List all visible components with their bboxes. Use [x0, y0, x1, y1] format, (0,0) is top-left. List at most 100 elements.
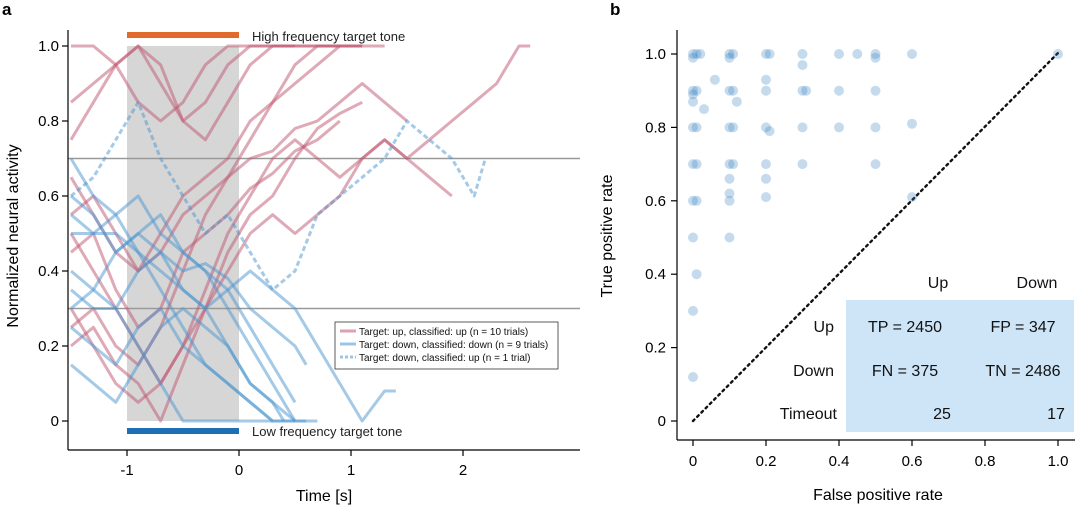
x-tick-label-b-0: 0	[689, 453, 697, 470]
scatter-point-55	[688, 232, 698, 243]
scatter-point-37	[834, 122, 844, 133]
y-tick-label-a-4: 0.8	[38, 113, 59, 130]
scatter-point-38	[870, 122, 881, 133]
y-tick-label-a-0: 0	[51, 413, 59, 430]
y-tick-label-b-5: 1.0	[645, 46, 666, 63]
scatter-point-1	[691, 49, 702, 59]
scatter-point-44	[761, 159, 771, 170]
scatter-point-43	[728, 159, 739, 170]
y-axis-label-a: Normalized neural activity	[5, 144, 22, 327]
scatter-point-45	[797, 159, 808, 170]
scatter-point-8	[764, 49, 775, 59]
confusion-matrix: Up Down Up TP = 2450 FP = 347 Down FN = …	[780, 275, 1065, 423]
scatter-point-25	[870, 85, 881, 96]
panel-a-label: a	[2, 0, 12, 19]
cm-cell-fp: FP = 347	[990, 319, 1055, 336]
scatter-points	[688, 49, 1063, 382]
diagonal-line	[691, 51, 1060, 423]
scatter-point-22	[797, 85, 808, 96]
scatter-point-56	[724, 232, 735, 243]
scatter-point-46	[870, 159, 881, 170]
y-axis-label-b: True positive rate	[599, 174, 616, 297]
cm-row-label-up: Up	[814, 319, 835, 336]
scatter-point-4	[724, 49, 735, 59]
scatter-point-49	[688, 195, 698, 206]
x-tick-label-b-3: 0.6	[902, 453, 923, 470]
trace-down-4	[70, 307, 295, 423]
trace-up-4	[70, 44, 363, 367]
trace-down-8	[70, 269, 273, 423]
legend-label-up: Target: up, classified: up (n = 10 trial…	[359, 327, 528, 338]
trace-down-up-1	[70, 100, 487, 292]
scatter-point-13	[870, 52, 881, 63]
x-ticks-a: -1 0 1 2	[120, 450, 467, 479]
scatter-point-27	[731, 96, 742, 107]
cm-row-label-down: Down	[793, 363, 834, 380]
scatter-point-30	[688, 122, 698, 133]
panel-a: a High frequency target tone Low frequen…	[2, 0, 580, 505]
panel-b-label: b	[610, 0, 620, 19]
cm-cell-tn: TN = 2486	[985, 363, 1060, 380]
y-tick-label-a-1: 0.2	[38, 338, 59, 355]
scatter-point-52	[724, 188, 735, 199]
trace-down-7	[70, 307, 286, 422]
scatter-point-15	[1053, 49, 1063, 59]
y-tick-label-b-3: 0.6	[645, 193, 666, 210]
cm-cell-fn: FN = 375	[872, 363, 938, 380]
scatter-point-57	[691, 269, 702, 280]
y-tick-label-b-2: 0.4	[645, 266, 666, 283]
y-tick-label-b-1: 0.2	[645, 340, 666, 357]
cm-cell-timeout-up: 25	[933, 406, 951, 423]
scatter-point-5	[728, 49, 739, 59]
scatter-point-32	[724, 122, 735, 133]
cm-cell-tp: TP = 2450	[868, 319, 942, 336]
cm-row-label-timeout: Timeout	[780, 406, 838, 423]
scatter-point-24	[834, 85, 844, 96]
scatter-point-31	[691, 122, 702, 133]
trace-down-9	[70, 194, 297, 404]
y-tick-label-a-2: 0.4	[38, 263, 59, 280]
x-tick-label-b-2: 0.4	[829, 453, 850, 470]
scatter-point-28	[761, 74, 771, 85]
cm-col-header-down: Down	[1017, 275, 1058, 292]
scatter-point-48	[761, 173, 771, 184]
legend-a: Target: up, classified: up (n = 10 trial…	[334, 321, 559, 370]
y-ticks-a: 0 0.2 0.4 0.6 0.8 1.0	[38, 38, 68, 430]
confusion-matrix-background	[846, 300, 1074, 432]
scatter-point-51	[724, 195, 735, 206]
x-ticks-b: 0 0.2 0.4 0.6 0.8 1.0	[689, 440, 1069, 470]
x-tick-label-b-1: 0.2	[756, 453, 777, 470]
trace-up-7	[70, 44, 295, 142]
scatter-point-18	[688, 89, 698, 100]
y-tick-label-b-4: 0.8	[645, 119, 666, 136]
scatter-point-50	[691, 195, 702, 206]
trace-up-5	[69, 138, 453, 404]
x-tick-label-a-3: 2	[459, 462, 467, 479]
trace-up-6	[70, 82, 408, 273]
legend-label-down: Target: down, classified: down (n = 9 tr…	[359, 340, 548, 351]
scatter-point-12	[870, 49, 881, 59]
scatter-point-21	[761, 85, 771, 96]
panel-b: b 0 0.2 0.4 0.6 0.8 1.0 0 0.2 0.4 0.6 0.8 1.0 Fals…	[599, 0, 1075, 504]
scatter-point-3	[695, 49, 706, 59]
scatter-point-36	[797, 122, 808, 133]
trace-down-3	[70, 250, 396, 423]
scatter-point-61	[699, 104, 709, 115]
scatter-point-42	[724, 159, 735, 170]
legend-label-down-dashed: Target: down, classified: up (n = 1 tria…	[359, 353, 530, 364]
x-tick-label-a-2: 1	[347, 462, 355, 479]
y-tick-label-a-3: 0.6	[38, 188, 59, 205]
legend-box	[334, 321, 559, 370]
scatter-point-17	[691, 85, 702, 96]
scatter-point-26	[709, 74, 720, 85]
trial-traces	[69, 44, 531, 423]
scatter-point-14	[907, 49, 917, 59]
scatter-point-16	[688, 85, 698, 96]
cm-col-header-up: Up	[928, 275, 949, 292]
scatter-point-10	[834, 49, 844, 59]
scatter-point-11	[852, 49, 863, 59]
scatter-point-0	[688, 49, 698, 59]
x-tick-label-b-5: 1.0	[1048, 453, 1069, 470]
x-axis-label-b: False positive rate	[813, 487, 943, 504]
